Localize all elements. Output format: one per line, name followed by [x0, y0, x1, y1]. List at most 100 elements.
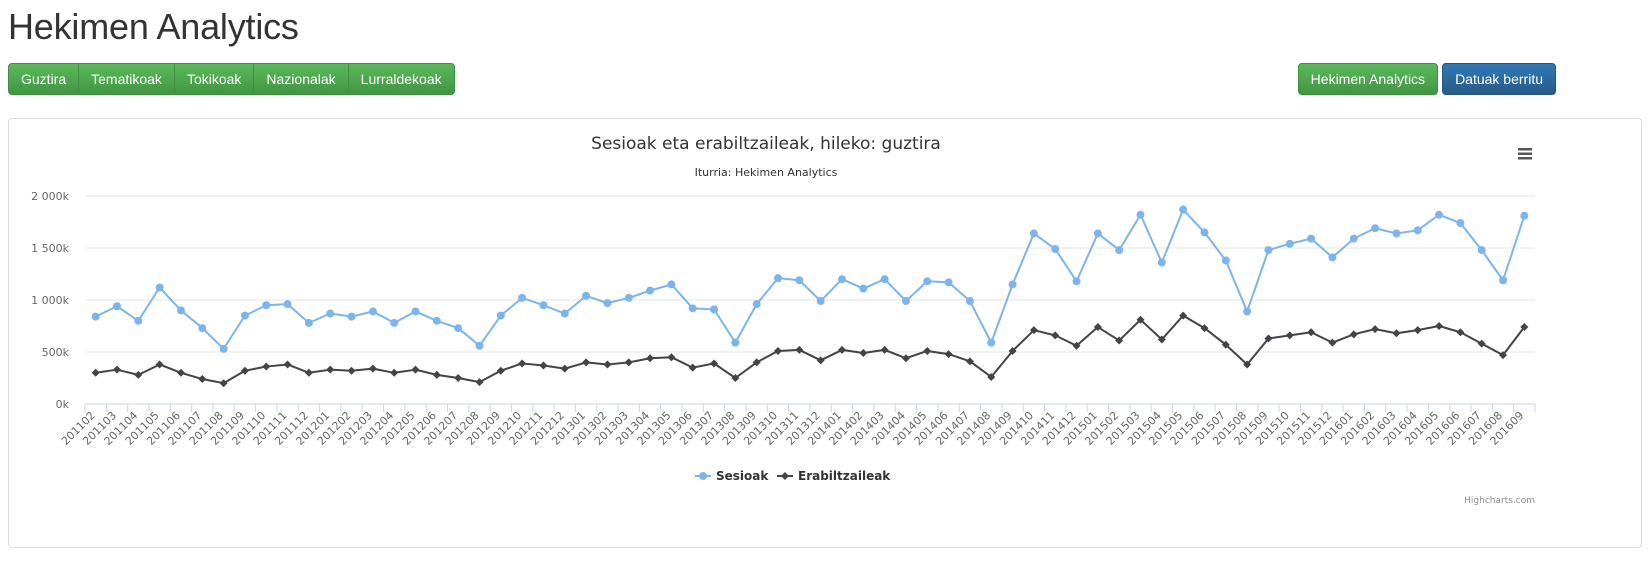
data-point[interactable] [1221, 340, 1230, 349]
data-point[interactable] [624, 358, 633, 367]
data-point[interactable] [1200, 228, 1209, 237]
data-point[interactable] [1008, 346, 1017, 355]
data-point[interactable] [624, 293, 633, 302]
data-point[interactable] [987, 338, 996, 347]
data-point[interactable] [646, 286, 655, 295]
data-point[interactable] [944, 278, 953, 287]
data-point[interactable] [112, 365, 121, 374]
data-point[interactable] [496, 311, 505, 320]
data-point[interactable] [1499, 276, 1508, 285]
tokikoak-button[interactable]: Tokikoak [173, 63, 255, 95]
data-point[interactable] [646, 354, 655, 363]
data-point[interactable] [859, 284, 868, 293]
data-point[interactable] [1307, 328, 1316, 337]
data-point[interactable] [688, 363, 697, 372]
data-point[interactable] [923, 277, 932, 286]
data-point[interactable] [262, 301, 271, 310]
data-point[interactable] [240, 366, 249, 375]
data-point[interactable] [710, 305, 719, 314]
data-point[interactable] [1115, 246, 1124, 255]
data-point[interactable] [582, 291, 591, 300]
data-point[interactable] [987, 372, 996, 381]
data-point[interactable] [134, 370, 143, 379]
data-point[interactable] [923, 346, 932, 355]
data-point[interactable] [1243, 360, 1252, 369]
data-point[interactable] [219, 379, 228, 388]
data-point[interactable] [134, 316, 143, 325]
data-point[interactable] [816, 356, 825, 365]
data-point[interactable] [880, 345, 889, 354]
data-point[interactable] [1328, 338, 1337, 347]
data-point[interactable] [1136, 315, 1145, 324]
data-point[interactable] [1435, 210, 1444, 219]
data-point[interactable] [368, 307, 377, 316]
data-point[interactable] [1029, 229, 1038, 238]
data-point[interactable] [1413, 226, 1422, 235]
data-point[interactable] [326, 309, 335, 318]
data-point[interactable] [752, 300, 761, 309]
data-point[interactable] [603, 360, 612, 369]
lurraldekoak-button[interactable]: Lurraldekoak [347, 63, 455, 95]
data-point[interactable] [688, 304, 697, 313]
data-point[interactable] [91, 312, 100, 321]
data-point[interactable] [1072, 341, 1081, 350]
data-point[interactable] [1264, 334, 1273, 343]
data-point[interactable] [1520, 211, 1529, 220]
data-point[interactable] [1285, 331, 1294, 340]
data-point[interactable] [411, 365, 420, 374]
data-point[interactable] [795, 276, 804, 285]
data-point[interactable] [1179, 311, 1188, 320]
data-point[interactable] [1179, 205, 1188, 214]
data-point[interactable] [176, 306, 185, 315]
data-point[interactable] [1499, 351, 1508, 360]
data-point[interactable] [283, 360, 292, 369]
data-point[interactable] [198, 324, 207, 333]
data-point[interactable] [1051, 331, 1060, 340]
data-point[interactable] [1072, 277, 1081, 286]
chart-credits[interactable]: Highcharts.com [1464, 496, 1535, 506]
data-point[interactable] [1477, 339, 1486, 348]
data-point[interactable] [411, 307, 420, 316]
data-point[interactable] [1115, 336, 1124, 345]
data-point[interactable] [1051, 245, 1060, 254]
data-point[interactable] [1456, 328, 1465, 337]
data-point[interactable] [560, 309, 569, 318]
data-point[interactable] [1157, 258, 1166, 267]
data-point[interactable] [667, 280, 676, 289]
data-point[interactable] [1008, 280, 1017, 289]
legend-item-erabiltzaileak[interactable]: Erabiltzaileak [777, 469, 891, 483]
data-point[interactable] [176, 368, 185, 377]
data-point[interactable] [496, 366, 505, 375]
data-point[interactable] [1264, 246, 1273, 255]
data-point[interactable] [880, 275, 889, 284]
data-point[interactable] [518, 359, 527, 368]
data-point[interactable] [965, 357, 974, 366]
data-point[interactable] [390, 318, 399, 327]
data-point[interactable] [262, 362, 271, 371]
data-point[interactable] [1307, 234, 1316, 243]
data-point[interactable] [304, 368, 313, 377]
data-point[interactable] [1413, 326, 1422, 335]
data-point[interactable] [475, 341, 484, 350]
data-point[interactable] [390, 368, 399, 377]
data-point[interactable] [432, 316, 441, 325]
data-point[interactable] [1136, 210, 1145, 219]
data-point[interactable] [283, 300, 292, 309]
data-point[interactable] [1093, 229, 1102, 238]
refresh-data-button[interactable]: Datuak berritu [1442, 63, 1556, 95]
data-point[interactable] [1328, 253, 1337, 262]
data-point[interactable] [1371, 325, 1380, 334]
data-point[interactable] [795, 345, 804, 354]
data-point[interactable] [1477, 246, 1486, 255]
data-point[interactable] [155, 283, 164, 292]
data-point[interactable] [347, 366, 356, 375]
data-point[interactable] [603, 299, 612, 308]
data-point[interactable] [219, 344, 228, 353]
data-point[interactable] [731, 338, 740, 347]
export-menu-icon[interactable] [1515, 145, 1535, 163]
data-point[interactable] [432, 370, 441, 379]
data-point[interactable] [1349, 330, 1358, 339]
data-point[interactable] [1520, 323, 1529, 332]
data-point[interactable] [1243, 307, 1252, 316]
data-point[interactable] [539, 301, 548, 310]
